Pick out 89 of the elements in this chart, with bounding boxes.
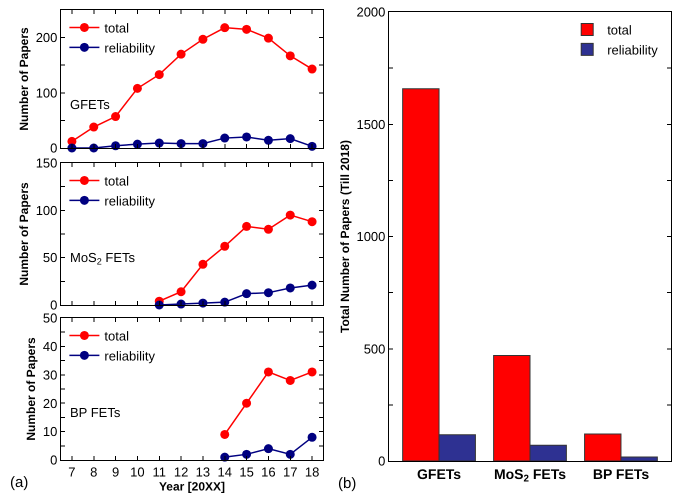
x-tick-label: MoS$_{2}$ FETs <box>494 466 566 485</box>
point <box>154 138 164 148</box>
x-tick-label: 12 <box>174 464 188 480</box>
legend-label: reliability <box>607 42 658 58</box>
text: (a) <box>10 474 28 491</box>
y-axis-title: Total Number of Papers (Till 2018) <box>338 140 352 333</box>
y-tick-label: 40 <box>42 338 58 354</box>
x-tick-label: 11 <box>152 464 166 480</box>
y-tick-label: 200 <box>36 30 58 46</box>
y-tick-label: 100 <box>36 85 58 100</box>
text: (b) <box>338 475 356 492</box>
x-tick-label: 14 <box>218 464 232 480</box>
y-tick-label: 30 <box>42 367 58 382</box>
point <box>132 84 142 93</box>
x-tick-label: 17 <box>283 464 298 480</box>
annotation: BP FETs <box>70 405 121 420</box>
y-tick-label: 0 <box>50 298 58 313</box>
y-tick-label: 100 <box>36 202 58 218</box>
y-tick-label: 50 <box>42 310 58 326</box>
point <box>308 432 317 442</box>
point <box>286 450 295 459</box>
x-tick-label: 10 <box>130 464 145 480</box>
point <box>242 450 252 459</box>
point <box>220 134 230 143</box>
x-tick-label: 18 <box>304 464 320 480</box>
y-tick-label: 20 <box>42 396 58 411</box>
legend-label: total <box>104 174 130 189</box>
point <box>308 217 317 226</box>
point <box>242 132 252 142</box>
point <box>308 367 317 376</box>
point <box>286 283 295 292</box>
point <box>286 134 295 144</box>
point <box>242 24 252 34</box>
point <box>286 51 295 60</box>
point <box>89 122 98 132</box>
legend-label: reliability <box>104 40 156 56</box>
y-tick-label: 0 <box>378 454 386 469</box>
y-axis-title: Number of Papers <box>16 182 31 286</box>
point <box>111 112 120 122</box>
annotation: MoS$_{2}$ FETs <box>70 250 136 267</box>
point <box>176 139 186 148</box>
point <box>308 280 317 290</box>
x-axis-title: Year [20XX] <box>158 480 226 494</box>
y-tick-label: 1500 <box>356 116 386 132</box>
x-tick-label: BP FETs <box>592 466 650 482</box>
point <box>286 210 295 220</box>
y-tick-label: 1000 <box>356 229 386 244</box>
x-tick-label: 16 <box>261 464 276 480</box>
point <box>286 376 295 385</box>
point <box>264 224 273 234</box>
point <box>242 289 252 298</box>
point <box>264 288 273 298</box>
point <box>220 430 230 439</box>
x-tick-label: 9 <box>112 464 120 480</box>
point <box>176 287 186 296</box>
point <box>308 64 317 74</box>
legend-label: reliability <box>104 193 156 208</box>
point <box>264 34 273 43</box>
x-tick-label: 15 <box>239 464 254 480</box>
y-tick-label: 0 <box>50 140 58 156</box>
y-tick-label: 500 <box>364 341 386 356</box>
x-tick-label: GFETs <box>416 466 462 482</box>
legend-label: total <box>104 20 130 36</box>
annotation: GFETs <box>70 97 110 112</box>
point <box>198 139 208 148</box>
point <box>154 70 164 80</box>
point <box>242 398 252 408</box>
y-tick-label: 2000 <box>356 4 386 20</box>
y-axis-title: Number of Papers <box>16 26 31 131</box>
y-axis-title: Number of Papers <box>24 336 38 441</box>
y-tick-label: 0 <box>50 452 58 468</box>
legend-label: total <box>104 328 130 344</box>
legend-label: total <box>607 22 632 38</box>
point <box>220 242 230 251</box>
point <box>264 136 273 145</box>
point <box>176 50 186 59</box>
point <box>242 222 252 231</box>
x-tick-label: 8 <box>90 464 98 480</box>
y-tick-label: 10 <box>42 424 58 440</box>
point <box>264 444 273 454</box>
point <box>264 367 273 376</box>
legend-label: reliability <box>104 348 156 364</box>
y-tick-label: 50 <box>42 250 58 266</box>
x-tick-label: 13 <box>196 464 210 480</box>
x-tick-label: 7 <box>68 464 76 480</box>
point <box>198 34 208 44</box>
y-tick-label: 150 <box>36 156 58 171</box>
point <box>198 260 208 269</box>
point <box>220 23 230 32</box>
